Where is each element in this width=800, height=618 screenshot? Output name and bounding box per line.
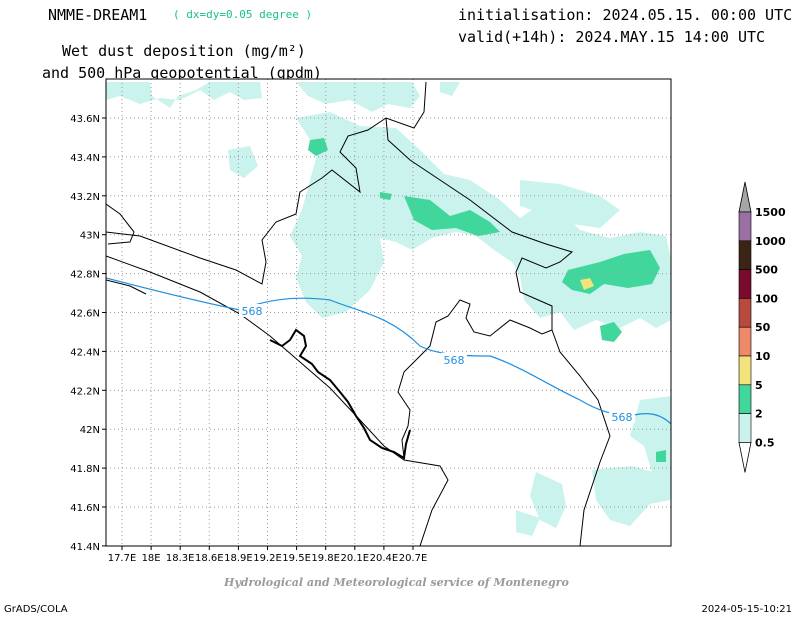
colorbar-level-label: 500 xyxy=(755,264,778,277)
resolution-note: ( dx=dy=0.05 degree ) xyxy=(173,8,313,21)
contour-label: 568 xyxy=(444,354,465,367)
lat-tick-label: 41.6N xyxy=(70,503,100,514)
lat-tick-label: 41.4N xyxy=(70,542,100,553)
lat-tick-label: 42.2N xyxy=(70,386,100,397)
lon-tick-label: 18.6E xyxy=(195,553,224,564)
lat-tick-label: 42N xyxy=(80,425,100,436)
colorbar-level-label: 1500 xyxy=(755,206,786,219)
colorbar-level-label: 5 xyxy=(755,379,763,392)
lat-tick-label: 42.8N xyxy=(70,270,100,281)
colorbar-swatch xyxy=(738,240,752,270)
colorbar-swatch xyxy=(738,384,752,414)
lat-tick-label: 43N xyxy=(80,231,100,242)
colorbar-lower-triangle xyxy=(738,442,752,473)
colorbar-level-label: 50 xyxy=(755,321,771,334)
lon-tick-label: 18.3E xyxy=(166,553,195,564)
axis-ticks: 17.7E 18E 18.3E 18.6E 18.9E 19.2E 19.5E 19.8E 20… xyxy=(70,114,427,564)
lon-tick-label: 17.7E xyxy=(108,553,137,564)
model-name: NMME-DREAM1 xyxy=(48,6,148,24)
lat-tick-label: 42.4N xyxy=(70,347,100,358)
colorbar-swatch xyxy=(738,269,752,299)
valid-time: valid(+14h): 2024.MAY.15 14:00 UTC xyxy=(458,28,766,46)
colorbar-level-label: 2 xyxy=(755,408,763,421)
lon-tick-label: 19.8E xyxy=(311,553,340,564)
colorbar-swatch xyxy=(738,298,752,328)
lat-tick-label: 43.6N xyxy=(70,114,100,125)
lon-tick-label: 19.2E xyxy=(253,553,282,564)
colorbar-swatch xyxy=(738,355,752,386)
colorbar-level-label: 0.5 xyxy=(755,436,775,449)
colorbar-upper-triangle xyxy=(738,181,752,213)
colorbar-level-label: 100 xyxy=(755,292,778,305)
colorbar-level-label: 10 xyxy=(755,350,771,363)
contour-label: 568 xyxy=(612,411,633,424)
lon-tick-label: 18E xyxy=(142,553,161,564)
lon-tick-label: 19.5E xyxy=(282,553,311,564)
lat-tick-label: 41.8N xyxy=(70,464,100,475)
lat-tick-label: 43.2N xyxy=(70,192,100,203)
lat-tick-label: 42.6N xyxy=(70,309,100,320)
lon-tick-label: 20.7E xyxy=(399,553,428,564)
coastline xyxy=(269,328,411,460)
credit-line: Hydrological and Meteorological service … xyxy=(224,576,569,589)
contour-labels: 568 568 568 xyxy=(239,304,635,424)
initialisation-time: initialisation: 2024.05.15. 00:00 UTC xyxy=(458,6,793,24)
lon-tick-label: 20.4E xyxy=(370,553,399,564)
contour-label: 568 xyxy=(242,305,263,318)
lon-tick-label: 20.1E xyxy=(341,553,370,564)
map-title-line1: Wet dust deposition (mg/m²) xyxy=(62,42,306,60)
map-title-line2: and 500 hPa geopotential (gpdm) xyxy=(42,64,322,82)
colorbar-legend: 1500 1000 500 100 50 10 5 2 0.5 xyxy=(738,181,786,473)
lat-tick-label: 43.4N xyxy=(70,153,100,164)
country-boundaries xyxy=(106,81,611,546)
colorbar-swatch xyxy=(738,326,752,357)
colorbar-level-label: 1000 xyxy=(755,235,786,248)
colorbar-swatch xyxy=(738,413,752,443)
colorbar-swatch xyxy=(738,211,752,242)
lon-tick-label: 18.9E xyxy=(224,553,253,564)
software-label: GrADS/COLA xyxy=(4,604,68,615)
plot-timestamp: 2024-05-15-10:21 xyxy=(701,604,792,615)
